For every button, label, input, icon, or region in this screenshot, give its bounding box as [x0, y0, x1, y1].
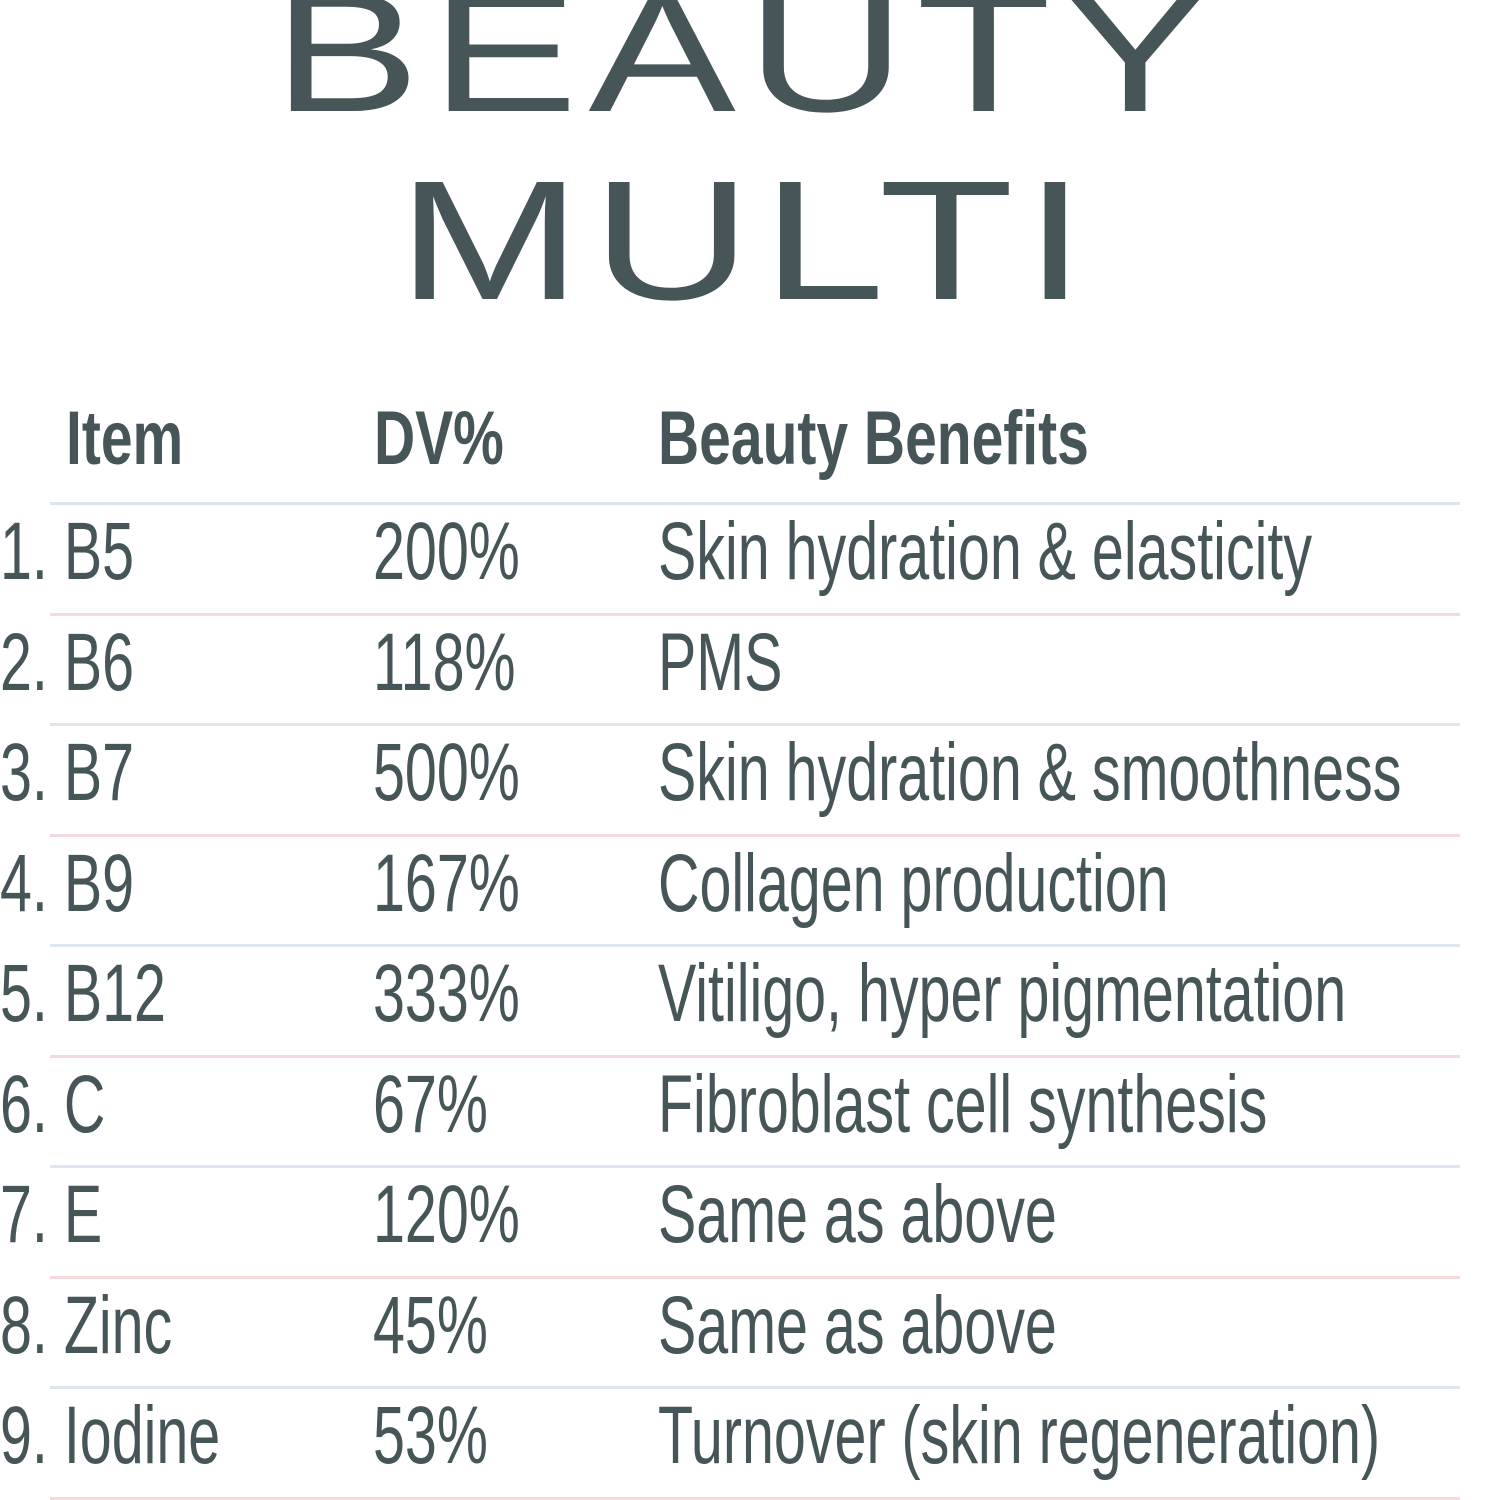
- title-line-2: MULTI: [0, 156, 1493, 326]
- item-cell: 8. Zinc: [0, 1279, 173, 1371]
- benefit-cell: Fibroblast cell synthesis: [658, 1058, 1268, 1150]
- dv-cell: 118%: [373, 616, 516, 708]
- dv-cell: 167%: [373, 837, 520, 929]
- title-text: MULTI: [397, 146, 1096, 336]
- dv-cell: 67%: [373, 1058, 488, 1150]
- header-benefits: Beauty Benefits: [658, 396, 1089, 481]
- benefit-cell: Same as above: [658, 1279, 1057, 1371]
- item-cell: 4. B9: [0, 837, 135, 929]
- row-divider: [50, 502, 1460, 505]
- row-divider: [50, 944, 1460, 947]
- table-row: 6. C 67% Fibroblast cell synthesis: [0, 1058, 1493, 1168]
- dv-cell: 200%: [373, 506, 520, 597]
- benefit-cell: Same as above: [658, 1169, 1057, 1260]
- table-row: 9. Iodine 53% Turnover (skin regeneration): [0, 1389, 1493, 1499]
- dv-cell: 120%: [373, 1169, 520, 1260]
- dv-cell: 500%: [373, 727, 520, 818]
- item-cell: 1. B5: [0, 506, 135, 597]
- item-cell: 5. B12: [0, 948, 166, 1039]
- dv-cell: 53%: [373, 1390, 488, 1481]
- row-divider: [50, 612, 1460, 616]
- row-divider: [50, 1275, 1460, 1279]
- title-line-1: BEAUTY: [0, 0, 1493, 138]
- item-cell: 2. B6: [0, 616, 135, 708]
- row-divider: [50, 1386, 1460, 1389]
- dv-cell: 333%: [373, 948, 520, 1039]
- table-row: 5. B12 333% Vitiligo, hyper pigmentation: [0, 947, 1493, 1057]
- item-cell: 9. Iodine: [0, 1390, 221, 1481]
- table-row: 1. B5 200% Skin hydration & elasticity: [0, 505, 1493, 615]
- title-text: BEAUTY: [273, 0, 1220, 148]
- item-cell: 7. E: [0, 1169, 103, 1260]
- row-divider: [50, 833, 1460, 837]
- header-item: Item: [66, 396, 184, 481]
- row-divider: [50, 1496, 1460, 1500]
- item-cell: 6. C: [0, 1058, 106, 1150]
- table-row: 7. E 120% Same as above: [0, 1168, 1493, 1278]
- row-divider: [50, 723, 1460, 726]
- table-row: 2. B6 118% PMS: [0, 616, 1493, 726]
- item-cell: 3. B7: [0, 727, 135, 818]
- dv-cell: 45%: [373, 1279, 488, 1371]
- table-row: 4. B9 167% Collagen production: [0, 837, 1493, 947]
- benefit-cell: PMS: [658, 616, 783, 708]
- header-dv: DV%: [374, 396, 504, 481]
- row-divider: [50, 1054, 1460, 1058]
- benefit-cell: Skin hydration & elasticity: [658, 506, 1313, 597]
- benefit-cell: Turnover (skin regeneration): [658, 1390, 1381, 1481]
- row-divider: [50, 1165, 1460, 1168]
- benefit-cell: Vitiligo, hyper pigmentation: [658, 948, 1347, 1039]
- table-row: 8. Zinc 45% Same as above: [0, 1279, 1493, 1389]
- benefit-cell: Collagen production: [658, 837, 1169, 929]
- table-row: 3. B7 500% Skin hydration & smoothness: [0, 726, 1493, 836]
- benefit-cell: Skin hydration & smoothness: [658, 727, 1402, 818]
